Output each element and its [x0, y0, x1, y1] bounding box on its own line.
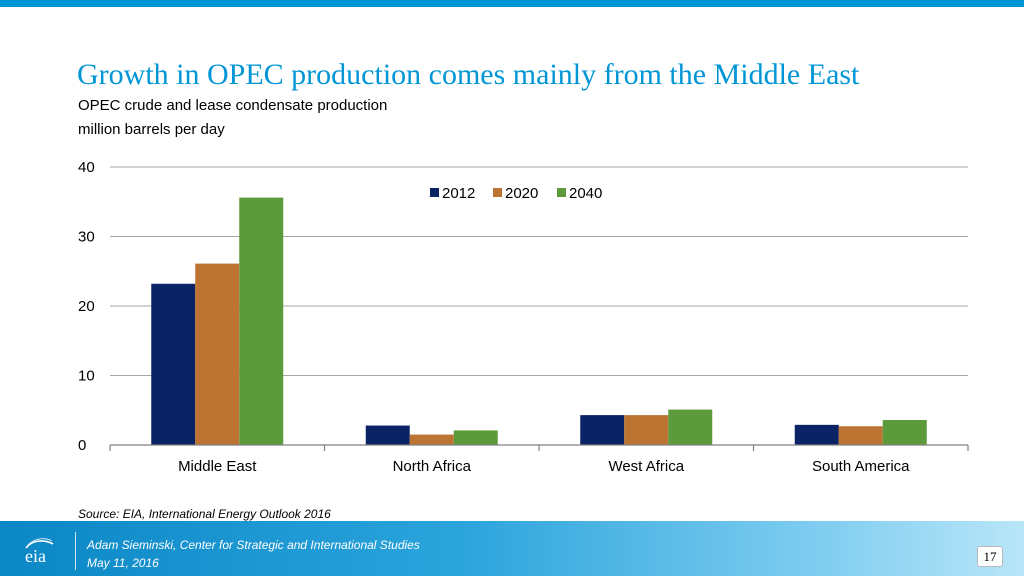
- bar-2012-north-africa: [365, 425, 410, 445]
- bar-2012-west-africa: [580, 415, 625, 445]
- legend-label-2040: 2040: [569, 185, 602, 202]
- bar-2020-south-america: [838, 426, 883, 445]
- chart-units: million barrels per day: [78, 121, 225, 138]
- presenter-credit: Adam Sieminski, Center for Strategic and…: [87, 538, 420, 552]
- y-tick-label: 30: [78, 229, 95, 246]
- presentation-date: May 11, 2016: [87, 556, 159, 570]
- bar-2040-south-america: [882, 419, 927, 445]
- legend-swatch-2012: [430, 188, 439, 197]
- bar-2040-middle-east: [239, 197, 284, 445]
- x-tick-label: South America: [812, 458, 910, 475]
- y-tick-label: 10: [78, 368, 95, 385]
- x-tick-label: West Africa: [608, 458, 684, 475]
- x-axis: [109, 444, 969, 451]
- page-number: 17: [977, 546, 1003, 567]
- footer-divider: [75, 532, 76, 570]
- bar-2012-south-america: [794, 424, 839, 445]
- bar-2040-west-africa: [668, 409, 713, 445]
- y-tick-label: 40: [78, 159, 95, 176]
- bar-2020-middle-east: [195, 263, 240, 445]
- bar-2040-north-africa: [453, 430, 498, 445]
- legend-swatch-2020: [493, 188, 502, 197]
- bar-2020-north-africa: [409, 434, 454, 445]
- bar-chart: 0 10 20 30 40 Middle East North Africa West Af…: [78, 159, 969, 475]
- bars: [151, 197, 927, 445]
- y-tick-label: 20: [78, 298, 95, 315]
- y-axis-ticks: 0 10 20 30 40: [78, 159, 95, 454]
- bar-2020-west-africa: [624, 415, 669, 445]
- x-tick-label: Middle East: [178, 458, 257, 475]
- legend-label-2020: 2020: [505, 185, 538, 202]
- chart-subtitle: OPEC crude and lease condensate producti…: [78, 97, 388, 114]
- bar-2012-middle-east: [151, 283, 196, 445]
- y-tick-label: 0: [78, 437, 86, 454]
- x-tick-label: North Africa: [393, 458, 472, 475]
- eia-logo: eia: [25, 538, 54, 566]
- source-note: Source: EIA, International Energy Outloo…: [78, 507, 331, 521]
- x-axis-labels: Middle East North Africa West Africa South …: [178, 458, 910, 475]
- footer-bar: [0, 521, 1024, 576]
- logo-text: eia: [25, 546, 46, 566]
- legend-label-2012: 2012: [442, 185, 475, 202]
- legend: 2012 2020 2040: [430, 185, 602, 202]
- slide-title: Growth in OPEC production comes mainly f…: [77, 58, 860, 91]
- top-accent-bar: [0, 0, 1024, 7]
- legend-swatch-2040: [557, 188, 566, 197]
